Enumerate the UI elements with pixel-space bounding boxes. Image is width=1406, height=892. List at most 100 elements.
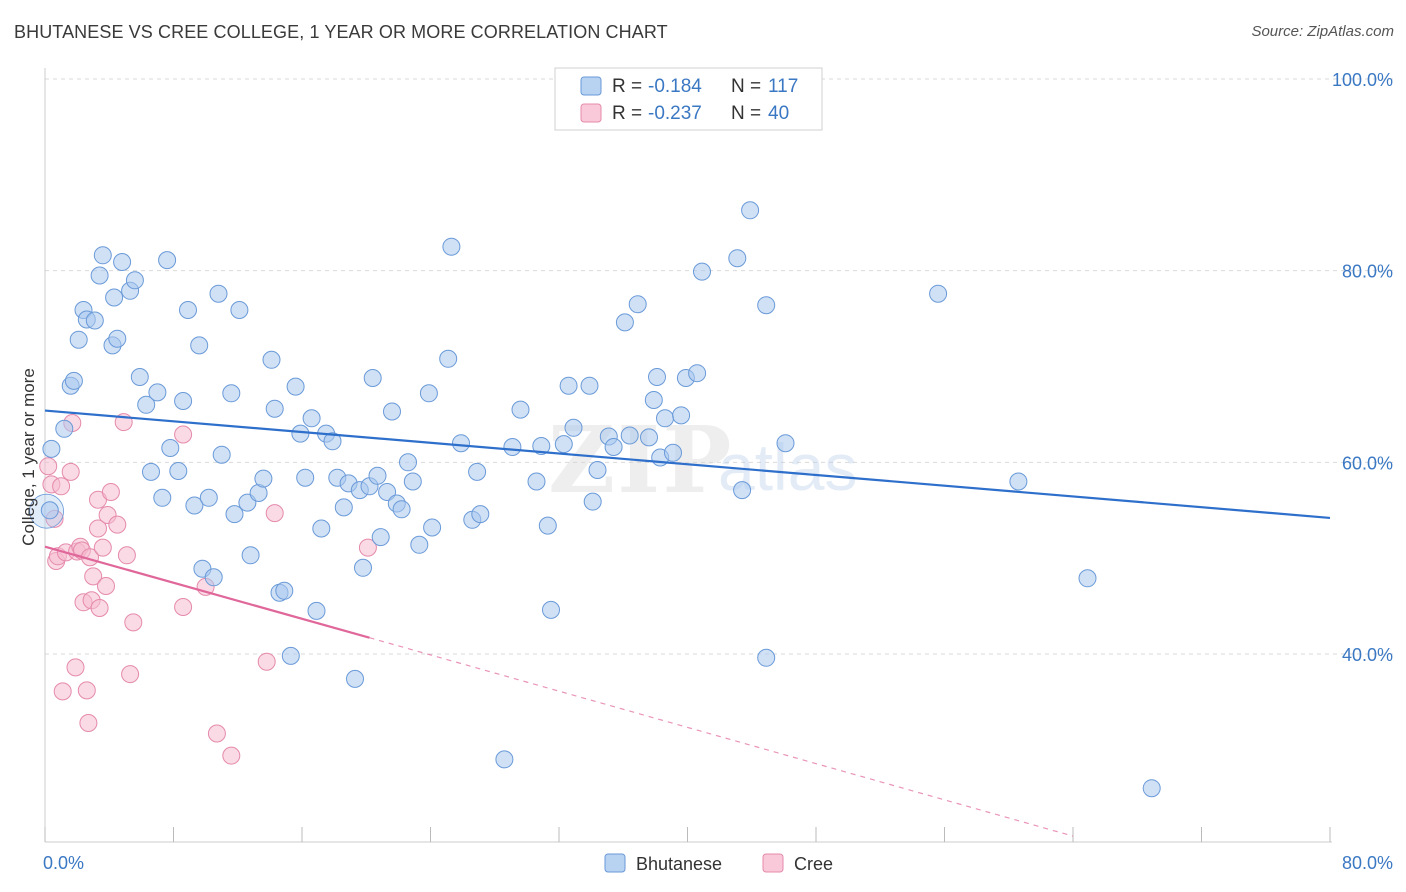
bhutanese-point-13 <box>108 329 127 348</box>
gridlines <box>45 78 1393 655</box>
bhutanese-point-9 <box>90 266 109 285</box>
legend-r-label-2: R = <box>612 103 642 124</box>
cree-point-34 <box>207 724 226 743</box>
bhutanese-point-24 <box>169 462 188 480</box>
bhutanese-point-27 <box>185 496 204 515</box>
bhutanese-point-61 <box>363 369 382 387</box>
bhutanese-point-14 <box>113 253 132 271</box>
bhutanese-point-78 <box>471 505 490 524</box>
legend: R = -0.184 N = 117 R = -0.237 N = 40 <box>554 67 823 131</box>
bhutanese-point-53 <box>323 432 342 451</box>
bhutanese-point-8 <box>85 311 104 330</box>
bottom-legend-cree: Cree <box>794 854 833 874</box>
legend-n-value-1: 117 <box>768 76 798 97</box>
bhutanese-point-28 <box>190 336 209 355</box>
legend-n-label-2: N = <box>731 103 761 124</box>
bhutanese-point-45 <box>281 646 300 665</box>
cree-point-33 <box>174 598 193 616</box>
bhutanese-point-25 <box>174 392 193 410</box>
bhutanese-point-109 <box>741 201 760 220</box>
bhutanese-point-84 <box>538 516 557 535</box>
bhutanese-point-17 <box>130 368 149 386</box>
bhutanese-point-38 <box>241 546 260 565</box>
bhutanese-point-30 <box>199 488 218 507</box>
cree-point-37 <box>265 504 284 523</box>
bhutanese-point-110 <box>757 296 776 315</box>
bhutanese-point-50 <box>307 601 326 620</box>
bhutanese-point-55 <box>334 498 353 517</box>
bhutanese-point-101 <box>656 409 674 428</box>
cree-point-32 <box>174 425 193 444</box>
cree-point-26 <box>101 483 120 501</box>
bhutanese-point-83 <box>532 437 551 455</box>
x-tick-label-right: 80.0% <box>1342 853 1393 873</box>
bhutanese-point-2 <box>55 419 74 438</box>
bottom-legend-bhutanese: Bhutanese <box>636 854 722 874</box>
bhutanese-point-72 <box>423 518 442 537</box>
legend-n-label-1: N = <box>731 76 761 97</box>
bhutanese-points <box>29 201 1161 798</box>
y-axis-label: College, 1 year or more <box>19 368 38 546</box>
bhutanese-point-71 <box>419 384 438 403</box>
bhutanese-point-102 <box>664 443 682 462</box>
bhutanese-point-65 <box>383 402 401 421</box>
bhutanese-point-18 <box>137 395 156 414</box>
bhutanese-point-105 <box>688 364 707 383</box>
bhutanese-point-63 <box>371 528 390 547</box>
cree-point-16 <box>79 714 98 732</box>
bhutanese-point-91 <box>588 461 607 479</box>
bhutanese-point-106 <box>693 262 711 281</box>
bhutanese-point-97 <box>640 428 658 447</box>
bhutanese-point-90 <box>583 492 602 511</box>
bhutanese-point-108 <box>733 481 752 500</box>
x-tick-label-left: 0.0% <box>43 853 84 873</box>
cree-point-27 <box>108 515 127 534</box>
bhutanese-point-26 <box>179 301 197 319</box>
bhutanese-point-77 <box>468 462 487 481</box>
bhutanese-point-89 <box>580 376 599 395</box>
axes: 40.0% 60.0% 80.0% 100.0% 0.0% 80.0% <box>43 68 1393 873</box>
bhutanese-point-113 <box>929 284 948 303</box>
cree-trend-line-extension <box>369 637 1074 837</box>
bottom-legend-swatch-cree <box>762 853 784 873</box>
cree-trend-line <box>44 545 370 639</box>
legend-n-value-2: 40 <box>768 103 789 124</box>
bhutanese-point-69 <box>403 472 422 491</box>
cree-point-8 <box>61 462 80 481</box>
legend-r-label-1: R = <box>612 76 642 97</box>
bhutanese-point-67 <box>392 500 411 519</box>
bhutanese-point-47 <box>291 424 310 443</box>
bhutanese-point-99 <box>648 368 666 386</box>
bhutanese-point-10 <box>93 246 112 265</box>
bhutanese-point-32 <box>209 284 228 303</box>
bhutanese-point-51 <box>312 519 331 538</box>
bhutanese-point-85 <box>542 600 560 619</box>
bhutanese-trend-line <box>44 409 1331 520</box>
bottom-legend-swatch-bhutanese <box>604 853 626 873</box>
bhutanese-point-5 <box>69 330 88 349</box>
bhutanese-point-115 <box>1078 569 1097 588</box>
bhutanese-point-114 <box>1009 472 1028 491</box>
bhutanese-point-20 <box>148 383 167 402</box>
bhutanese-point-12 <box>105 288 124 307</box>
legend-swatch-cree <box>580 103 602 123</box>
source-label: Source: ZipAtlas.com <box>1251 23 1394 40</box>
bhutanese-point-70 <box>410 535 429 554</box>
bhutanese-point-116 <box>1142 779 1161 798</box>
bhutanese-point-36 <box>230 301 249 319</box>
cree-point-0 <box>39 457 58 476</box>
bhutanese-point-35 <box>225 505 244 524</box>
cree-points <box>39 413 377 765</box>
bhutanese-point-33 <box>212 445 231 464</box>
bhutanese-point-98 <box>644 391 663 409</box>
y-tick-label-100: 100.0% <box>1332 70 1393 90</box>
bhutanese-point-23 <box>161 439 180 457</box>
legend-swatch-bhutanese <box>580 76 602 96</box>
bhutanese-point-88 <box>564 418 583 437</box>
bhutanese-point-49 <box>302 409 321 428</box>
cree-point-20 <box>89 519 107 538</box>
bhutanese-point-82 <box>527 472 546 491</box>
bhutanese-point-103 <box>672 406 691 425</box>
bhutanese-point-62 <box>368 466 387 485</box>
bhutanese-point-22 <box>158 251 177 270</box>
